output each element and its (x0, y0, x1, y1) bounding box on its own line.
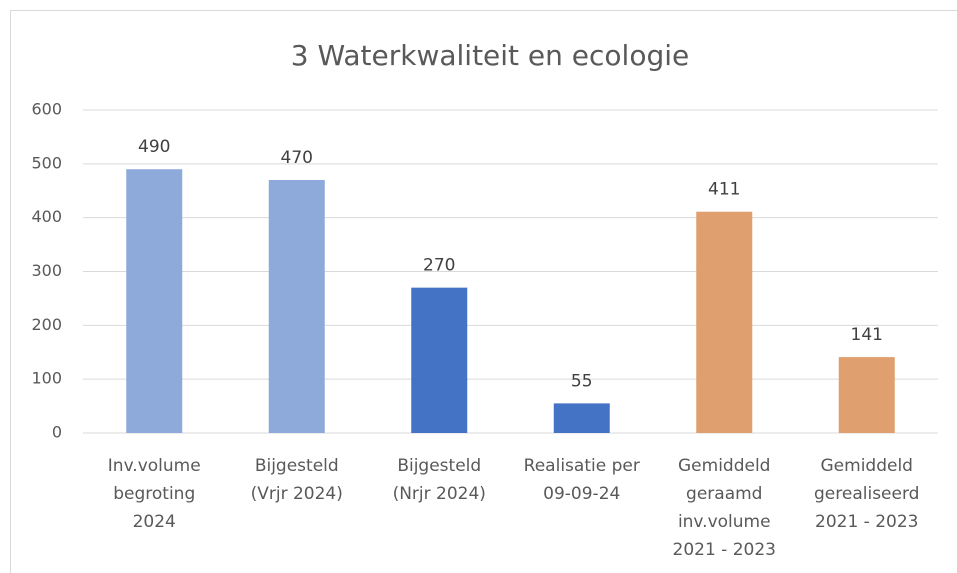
x-tick-label: (Nrjr 2024) (393, 484, 486, 504)
value-label: 141 (851, 325, 883, 345)
bar (696, 211, 753, 433)
x-tick-label: (Vrjr 2024) (251, 484, 343, 504)
x-tick-label: 09-09-24 (543, 484, 620, 504)
y-tick-label: 600 (31, 100, 62, 119)
x-tick-label: Bijgesteld (255, 456, 339, 476)
x-tick-label: 2021 - 2023 (673, 540, 776, 560)
x-tick-label: inv.volume (678, 512, 771, 532)
x-tick-label: 2024 (133, 512, 176, 532)
y-tick-label: 0 (52, 423, 62, 442)
x-tick-label: 2021 - 2023 (815, 512, 918, 532)
x-tick-label: Realisatie per (524, 456, 640, 476)
x-tick-label: Gemiddeld (678, 456, 770, 476)
x-tick-label: begroting (113, 484, 195, 504)
y-tick-label: 500 (31, 153, 62, 172)
bar (553, 403, 610, 433)
y-tick-label: 400 (31, 207, 62, 226)
value-label: 55 (571, 371, 593, 391)
y-tick-label: 200 (31, 315, 62, 334)
bar (838, 357, 895, 433)
bar (411, 287, 468, 433)
x-tick-label: Bijgesteld (397, 456, 481, 476)
chart-title: 3 Waterkwaliteit en ecologie (291, 39, 690, 72)
value-label: 470 (281, 148, 313, 168)
value-label: 490 (138, 137, 170, 157)
y-tick-label: 300 (31, 261, 62, 280)
value-label: 270 (423, 256, 455, 276)
bar (268, 179, 325, 433)
x-tick-label: geraamd (686, 484, 762, 504)
bar (126, 169, 183, 433)
x-tick-label: Gemiddeld (821, 456, 913, 476)
x-tick-label: gerealiseerd (814, 484, 919, 504)
y-tick-label: 100 (31, 369, 62, 388)
value-label: 411 (708, 180, 740, 200)
x-tick-label: Inv.volume (108, 456, 201, 476)
